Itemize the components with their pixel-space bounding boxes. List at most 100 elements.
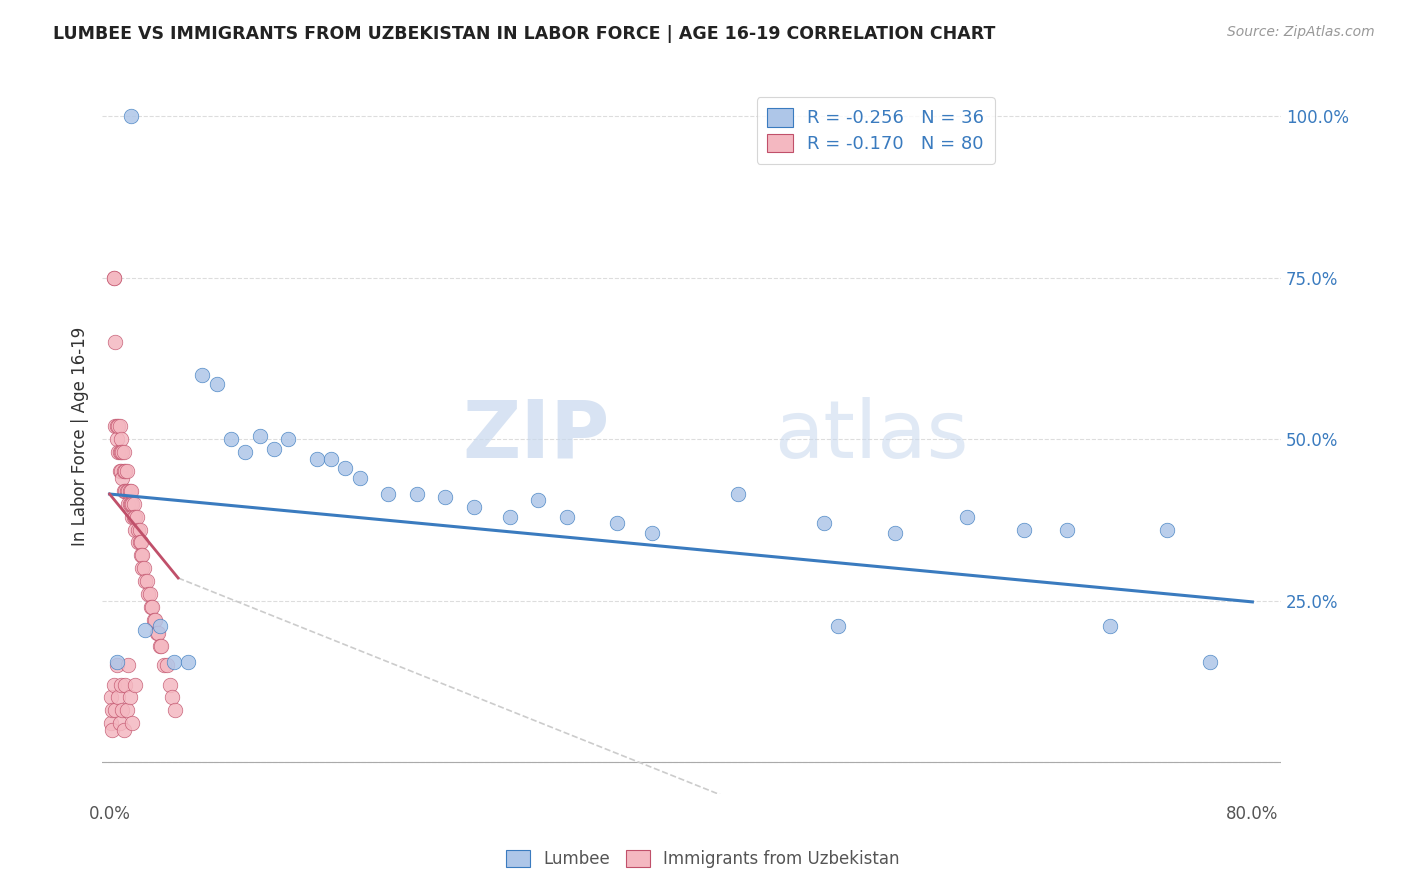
- Point: [122, 509, 145, 524]
- Point: [463, 500, 485, 514]
- Point: [405, 487, 427, 501]
- Point: [103, 677, 125, 691]
- Point: [131, 561, 153, 575]
- Point: [101, 703, 124, 717]
- Point: [131, 549, 153, 563]
- Point: [145, 626, 167, 640]
- Point: [813, 516, 835, 530]
- Point: [129, 535, 152, 549]
- Point: [233, 445, 256, 459]
- Point: [105, 655, 128, 669]
- Point: [335, 461, 357, 475]
- Point: [107, 445, 129, 459]
- Point: [134, 623, 156, 637]
- Text: LUMBEE VS IMMIGRANTS FROM UZBEKISTAN IN LABOR FORCE | AGE 16-19 CORRELATION CHAR: LUMBEE VS IMMIGRANTS FROM UZBEKISTAN IN …: [53, 25, 995, 43]
- Point: [827, 619, 849, 633]
- Point: [120, 497, 142, 511]
- Point: [118, 690, 141, 705]
- Point: [434, 490, 457, 504]
- Point: [142, 613, 165, 627]
- Point: [128, 523, 150, 537]
- Point: [105, 658, 128, 673]
- Point: [121, 497, 143, 511]
- Point: [111, 471, 134, 485]
- Point: [108, 419, 131, 434]
- Point: [112, 483, 135, 498]
- Text: Source: ZipAtlas.com: Source: ZipAtlas.com: [1227, 25, 1375, 39]
- Point: [124, 677, 146, 691]
- Point: [884, 525, 907, 540]
- Point: [129, 549, 152, 563]
- Point: [139, 600, 162, 615]
- Point: [108, 716, 131, 731]
- Point: [120, 483, 142, 498]
- Point: [606, 516, 628, 530]
- Point: [148, 619, 170, 633]
- Point: [117, 658, 139, 673]
- Point: [1198, 655, 1220, 669]
- Point: [114, 677, 136, 691]
- Point: [107, 419, 129, 434]
- Point: [114, 483, 136, 498]
- Point: [108, 465, 131, 479]
- Point: [115, 483, 138, 498]
- Point: [111, 445, 134, 459]
- Point: [124, 523, 146, 537]
- Point: [191, 368, 214, 382]
- Point: [121, 509, 143, 524]
- Point: [138, 587, 160, 601]
- Point: [101, 723, 124, 737]
- Point: [110, 677, 132, 691]
- Legend: R = -0.256   N = 36, R = -0.170   N = 80: R = -0.256 N = 36, R = -0.170 N = 80: [756, 97, 995, 164]
- Point: [141, 600, 163, 615]
- Point: [105, 419, 128, 434]
- Point: [150, 639, 173, 653]
- Point: [165, 703, 187, 717]
- Point: [349, 471, 371, 485]
- Point: [159, 677, 181, 691]
- Point: [110, 432, 132, 446]
- Point: [136, 587, 159, 601]
- Point: [263, 442, 285, 456]
- Point: [1156, 523, 1178, 537]
- Point: [121, 716, 143, 731]
- Point: [110, 445, 132, 459]
- Point: [104, 419, 127, 434]
- Point: [1012, 523, 1035, 537]
- Point: [219, 432, 242, 446]
- Point: [114, 465, 136, 479]
- Point: [122, 497, 145, 511]
- Point: [128, 535, 150, 549]
- Point: [727, 487, 749, 501]
- Point: [111, 703, 134, 717]
- Point: [127, 523, 149, 537]
- Point: [162, 690, 184, 705]
- Point: [125, 509, 148, 524]
- Point: [177, 655, 200, 669]
- Point: [104, 703, 127, 717]
- Point: [143, 613, 166, 627]
- Point: [205, 377, 228, 392]
- Point: [1056, 523, 1078, 537]
- Point: [148, 639, 170, 653]
- Point: [112, 445, 135, 459]
- Point: [249, 429, 271, 443]
- Point: [153, 658, 176, 673]
- Point: [124, 509, 146, 524]
- Point: [112, 465, 135, 479]
- Point: [132, 561, 155, 575]
- Point: [377, 487, 399, 501]
- Point: [117, 483, 139, 498]
- Point: [117, 497, 139, 511]
- Point: [127, 535, 149, 549]
- Point: [110, 465, 132, 479]
- Point: [277, 432, 299, 446]
- Point: [1098, 619, 1121, 633]
- Point: [112, 723, 135, 737]
- Point: [641, 525, 664, 540]
- Point: [146, 626, 169, 640]
- Point: [163, 655, 186, 669]
- Point: [120, 109, 142, 123]
- Point: [118, 483, 141, 498]
- Point: [104, 335, 127, 350]
